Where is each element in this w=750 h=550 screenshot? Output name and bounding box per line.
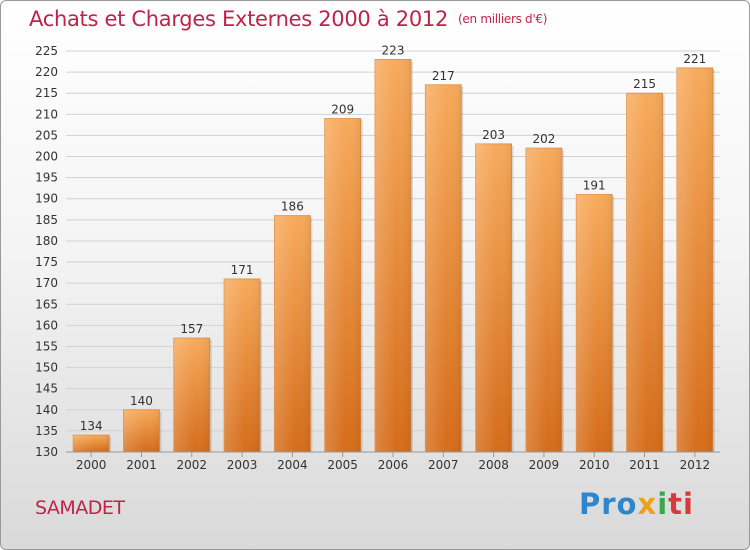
location-name: SAMADET	[35, 497, 125, 519]
chart-subtitle: (en milliers d'€)	[458, 12, 548, 26]
bar-highlight	[626, 93, 663, 453]
y-tick-label: 165	[35, 297, 58, 311]
y-tick-label: 200	[35, 150, 58, 164]
y-tick-label: 185	[35, 213, 58, 227]
bars: 134 140 157 171 186 209 223 217 203 202 191 215 221	[72, 43, 715, 453]
y-tick-label: 155	[35, 339, 58, 353]
y-tick-label: 130	[35, 445, 58, 459]
data-label: 221	[683, 52, 706, 66]
x-tick-label: 2007	[428, 458, 459, 472]
data-label: 171	[231, 263, 254, 277]
data-label: 217	[432, 69, 455, 83]
data-label: 223	[382, 43, 405, 57]
y-tick-label: 210	[35, 107, 58, 121]
data-label: 134	[80, 419, 103, 433]
y-tick-label: 225	[35, 44, 58, 58]
y-tick-label: 160	[35, 318, 58, 332]
y-tick-label: 190	[35, 192, 58, 206]
x-tick-label: 2002	[176, 458, 207, 472]
bar-highlight	[274, 215, 311, 452]
x-tick-label: 2001	[126, 458, 157, 472]
bar-highlight	[123, 409, 160, 452]
x-axis: 2000 2001 2002 2003 2004 2005 2006 2007 2008 2009…	[66, 451, 720, 472]
y-tick-label: 175	[35, 255, 58, 269]
data-label: 215	[633, 77, 656, 91]
x-tick-label: 2000	[76, 458, 107, 472]
data-label: 202	[532, 132, 555, 146]
y-tick-label: 170	[35, 276, 58, 290]
y-tick-label: 145	[35, 382, 58, 396]
x-tick-label: 2010	[579, 458, 610, 472]
bar-highlight	[324, 118, 361, 453]
y-tick-label: 205	[35, 128, 58, 142]
chart-title-text: Achats et Charges Externes 2000 à 2012	[29, 7, 449, 31]
data-label: 203	[482, 128, 505, 142]
data-label: 140	[130, 394, 153, 408]
data-label: 191	[583, 179, 606, 193]
chart-title: Achats et Charges Externes 2000 à 2012 (e…	[29, 7, 547, 31]
y-tick-label: 135	[35, 424, 58, 438]
data-label: 186	[281, 200, 304, 214]
y-tick-label: 150	[35, 361, 58, 375]
bar-highlight	[576, 194, 613, 452]
x-tick-label: 2011	[629, 458, 660, 472]
x-tick-label: 2005	[327, 458, 358, 472]
proxiti-logo: Proxiti	[579, 487, 694, 521]
bar-highlight	[73, 435, 110, 452]
bar-highlight	[475, 143, 512, 452]
x-tick-label: 2012	[680, 458, 711, 472]
bar-highlight	[173, 338, 210, 452]
y-tick-label: 180	[35, 234, 58, 248]
x-tick-label: 2004	[277, 458, 308, 472]
data-label: 157	[180, 322, 203, 336]
bar-highlight	[676, 67, 713, 452]
y-tick-label: 215	[35, 86, 58, 100]
y-tick-label: 220	[35, 65, 58, 79]
bar-highlight	[375, 59, 411, 452]
x-tick-label: 2003	[227, 458, 258, 472]
y-tick-label: 195	[35, 171, 58, 185]
data-label: 209	[331, 103, 354, 117]
bar-highlight	[224, 278, 261, 452]
bar-highlight	[525, 148, 562, 452]
y-tick-label: 140	[35, 403, 58, 417]
x-tick-label: 2006	[378, 458, 409, 472]
x-tick-label: 2008	[478, 458, 509, 472]
bar-highlight	[425, 84, 462, 452]
y-axis: 130 135 140 145 150 155 160 165 170 175 180 185 190 1…	[35, 44, 58, 459]
x-tick-label: 2009	[529, 458, 560, 472]
